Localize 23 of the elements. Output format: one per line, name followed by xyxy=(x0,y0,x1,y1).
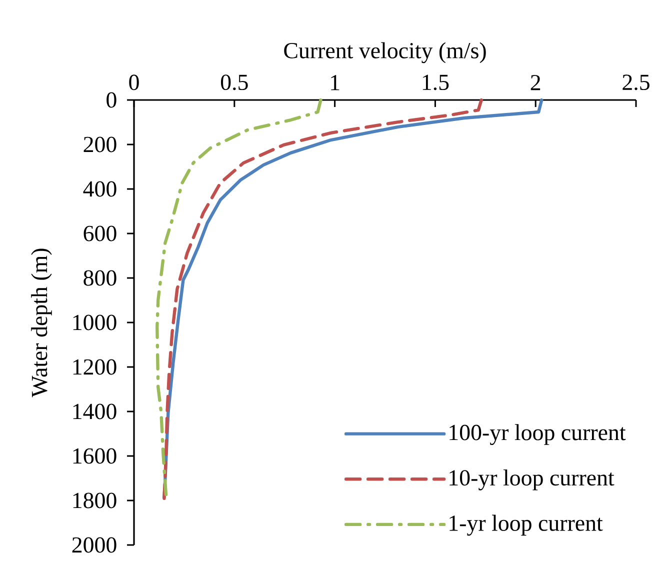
y-tick-label: 200 xyxy=(84,136,116,152)
x-tick-label: 2.5 xyxy=(622,74,650,90)
legend-label: 100-yr loop current xyxy=(450,424,626,446)
x-tick-label: 1.5 xyxy=(422,74,449,90)
x-tick-label: 0 xyxy=(129,74,139,90)
y-tick-label: 1600 xyxy=(73,448,116,464)
legend-label: 1-yr loop current xyxy=(450,514,603,536)
y-tick-label: 1200 xyxy=(73,359,116,375)
y-tick-label: 1000 xyxy=(73,314,116,330)
line-series xyxy=(156,98,322,499)
y-tick-label: 2000 xyxy=(72,537,116,553)
y-tick-label: 400 xyxy=(83,181,116,197)
x-axis-title: Current velocity (m/s) xyxy=(284,42,486,64)
y-tick-label: 800 xyxy=(84,270,116,286)
x-tick-label: 2 xyxy=(530,74,540,90)
y-axis-title: Water depth (m) xyxy=(31,248,52,398)
y-tick-label: 1400 xyxy=(73,404,116,420)
legend-label: 10-yr loop current xyxy=(450,469,614,490)
x-tick-label: 1 xyxy=(331,75,340,90)
y-tick-label: 0 xyxy=(106,92,116,108)
x-tick-label: 0.5 xyxy=(220,74,248,90)
y-tick-label: 600 xyxy=(84,226,116,242)
y-tick-label: 1800 xyxy=(73,492,116,508)
